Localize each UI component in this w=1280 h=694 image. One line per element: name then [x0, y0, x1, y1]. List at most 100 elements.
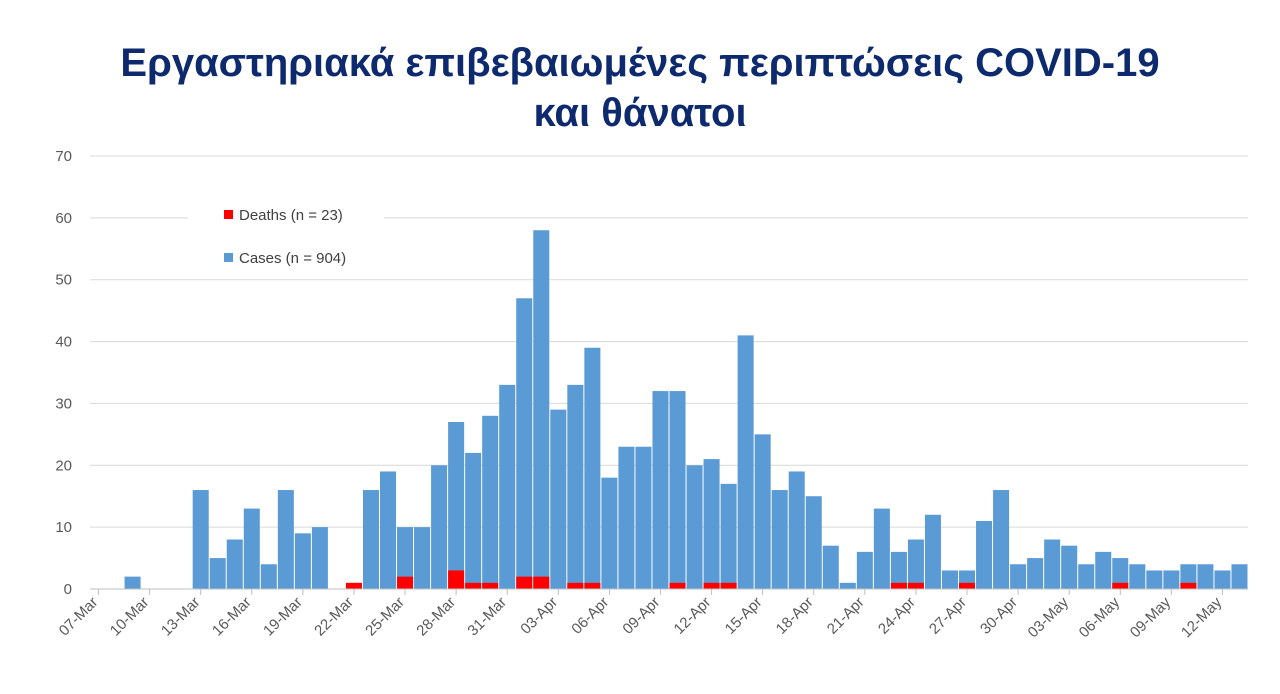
deaths-bar [720, 582, 737, 589]
x-tick-label: 07-Mar [56, 594, 102, 640]
x-tick-label: 25-Mar [362, 594, 408, 640]
cases-bar [294, 533, 311, 589]
x-axis: 07-Mar 10-Mar 13-Mar 16-Mar 19-Mar 22-Mar 25-M… [56, 588, 1248, 641]
y-tick-label: 60 [55, 210, 72, 227]
x-tick-label: 16-Mar [209, 594, 255, 640]
cases-bar [1146, 570, 1163, 589]
deaths-bar [482, 582, 499, 589]
cases-bar [448, 421, 465, 589]
deaths-bar [703, 582, 720, 589]
legend-box [188, 199, 384, 277]
x-tick-label: 22-Mar [311, 594, 357, 640]
cases-bar [277, 490, 294, 589]
x-tick-label: 12-May [1178, 593, 1226, 641]
cases-bar [192, 490, 209, 589]
cases-bar [720, 483, 737, 589]
legend-cases-label: Cases (n = 904) [239, 250, 346, 267]
cases-bar [516, 298, 533, 589]
x-tick-label: 24-Apr [875, 594, 919, 638]
x-tick-label: 09-May [1127, 593, 1175, 641]
x-tick-label: 06-Apr [568, 594, 612, 638]
y-tick-label: 0 [64, 581, 72, 598]
x-tick-label: 31-Mar [464, 594, 510, 640]
cases-bar [924, 514, 941, 589]
y-tick-label: 50 [55, 272, 72, 289]
cases-bar [465, 452, 482, 589]
cases-bar [618, 446, 635, 589]
chart-title-line-1: Εργαστηριακά επιβεβαιωμένες περιπτώσεις … [120, 41, 1160, 85]
cases-bar [1061, 545, 1078, 589]
y-tick-label: 20 [55, 457, 72, 474]
x-tick-label: 21-Apr [824, 594, 868, 638]
cases-bar [533, 230, 550, 589]
bars [124, 230, 1248, 589]
cases-bar [1163, 570, 1180, 589]
deaths-bar [465, 582, 482, 589]
cases-bar [260, 564, 277, 589]
cases-bar [397, 527, 414, 589]
y-tick-label: 30 [55, 395, 72, 412]
cases-bar [907, 539, 924, 589]
deaths-bar [516, 576, 533, 589]
deaths-bar [890, 582, 907, 589]
cases-bar [1197, 564, 1214, 589]
cases-bar [890, 551, 907, 589]
cases-bar [669, 391, 686, 589]
cases-bar [737, 335, 754, 589]
cases-bar [686, 465, 703, 589]
cases-bar [243, 508, 260, 589]
legend: Deaths (n = 23) Cases (n = 904) [188, 199, 384, 277]
cases-bar [873, 508, 890, 589]
x-tick-label: 10-Mar [107, 594, 153, 640]
cases-bar [226, 539, 243, 589]
cases-bar [1214, 570, 1231, 589]
x-tick-label: 27-Apr [926, 594, 970, 638]
cases-bar [635, 446, 652, 589]
deaths-bar [584, 582, 601, 589]
x-tick-label: 19-Mar [260, 594, 306, 640]
cases-bar [1095, 551, 1112, 589]
y-axis: 0 10 20 30 40 50 60 70 [55, 148, 72, 598]
x-tick-label: 15-Apr [722, 594, 766, 638]
cases-bar [124, 576, 141, 589]
cases-bar [1231, 564, 1248, 589]
deaths-bar [345, 582, 362, 589]
cases-bar [805, 496, 822, 589]
y-tick-label: 10 [55, 519, 72, 536]
x-tick-label: 28-Mar [413, 594, 459, 640]
cases-bar [1078, 564, 1095, 589]
cases-bar [856, 551, 873, 589]
deaths-bar [907, 582, 924, 589]
x-tick-label: 09-Apr [619, 594, 663, 638]
cases-bar [1010, 564, 1027, 589]
cases-bar [1129, 564, 1146, 589]
x-tick-label: 03-Apr [517, 594, 561, 638]
x-tick-label: 12-Apr [671, 594, 715, 638]
cases-bar [499, 384, 516, 589]
x-tick-label: 13-Mar [158, 594, 204, 640]
cases-bar [209, 558, 226, 589]
cases-bar [311, 527, 328, 589]
x-tick-label: 03-May [1025, 593, 1073, 641]
cases-bar [993, 490, 1010, 589]
cases-bar [788, 471, 805, 589]
cases-bar [601, 477, 618, 589]
deaths-bar [959, 582, 976, 589]
cases-bar [414, 527, 431, 589]
cases-bar [652, 391, 669, 589]
deaths-bar [533, 576, 550, 589]
chart-title: Εργαστηριακά επιβεβαιωμένες περιπτώσεις … [0, 38, 1280, 138]
cases-bar [839, 582, 856, 589]
legend-deaths-swatch [224, 210, 233, 219]
cases-bar [362, 490, 379, 589]
chart-title-line-2: και θάνατοι [533, 91, 747, 135]
cases-bar [380, 471, 397, 589]
cases-bar [482, 415, 499, 589]
legend-cases-swatch [224, 253, 233, 262]
x-tick-label: 30-Apr [977, 594, 1021, 638]
cases-bar [1027, 558, 1044, 589]
x-tick-label: 06-May [1076, 593, 1124, 641]
y-tick-label: 70 [55, 148, 72, 165]
cases-bar [584, 347, 601, 589]
